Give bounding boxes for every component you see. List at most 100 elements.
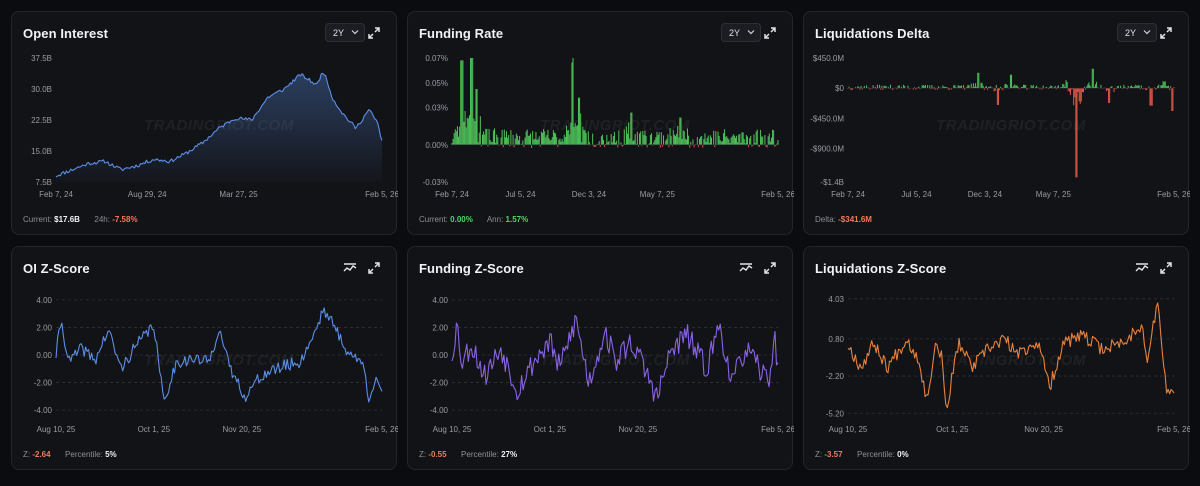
x-tick-label: May 7, 25 — [640, 190, 676, 199]
current-value: $17.6B — [54, 215, 80, 224]
ann-label: Ann: — [486, 215, 504, 224]
y-tick-label: 0.05% — [425, 79, 448, 88]
funding-rate-panel: Funding Rate 2Y -0.03% 0.00% 0.03% 0.05% 0.0… — [407, 11, 794, 235]
y-tick-label: 22.5B — [31, 116, 52, 125]
panel-title: Funding Z-Score — [419, 261, 524, 276]
z-label: Z: — [23, 450, 31, 459]
y-tick-label: -$900.0M — [810, 144, 844, 153]
y-tick-label: 4.00 — [36, 296, 52, 305]
y-tick-label: 0.00 — [432, 351, 448, 360]
change-value: -7.58% — [112, 215, 138, 224]
chart-style-icon[interactable] — [1135, 261, 1149, 275]
series-line — [847, 302, 1175, 409]
delta-value: -$341.6M — [838, 215, 872, 224]
range-select[interactable]: 2Y — [325, 23, 365, 42]
panel-title: Funding Rate — [419, 26, 504, 41]
liquidations-zscore-panel: Liquidations Z-Score -5.20 -2.20 0.80 4.03 A… — [803, 246, 1190, 470]
oi-zscore-chart: -4.00 -2.00 0.00 2.00 4.00 Aug 10, 25 Oct 1, 2… — [34, 296, 398, 434]
y-tick-label: 2.00 — [432, 323, 448, 332]
x-tick-label: Dec 3, 24 — [572, 190, 607, 199]
percentile-label: Percentile: — [857, 450, 895, 459]
panel-footer: Current: 0.00% Ann: 1.57% — [419, 215, 528, 224]
expand-icon[interactable] — [763, 261, 777, 275]
panel-title: Open Interest — [23, 26, 109, 41]
chart-style-icon[interactable] — [343, 261, 357, 275]
watermark: TRADINGRIOT.COM — [936, 352, 1086, 369]
x-tick-label: Feb 7, 24 — [39, 190, 73, 199]
expand-icon[interactable] — [367, 261, 381, 275]
panel-footer: Z: -0.55 Percentile: 27% — [419, 450, 517, 459]
x-tick-label: Aug 29, 24 — [128, 190, 167, 199]
change-label: 24h: — [94, 215, 110, 224]
ann-value: 1.57% — [505, 215, 529, 224]
x-tick-label: Feb 5, 26 — [1157, 425, 1190, 434]
series-line — [55, 307, 383, 403]
current-label: Current: — [23, 215, 52, 224]
y-tick-label: -4.00 — [430, 406, 449, 415]
y-tick-label: -2.00 — [34, 379, 53, 388]
panel-footer: Delta: -$341.6M — [815, 215, 872, 224]
x-tick-label: Jul 5, 24 — [505, 190, 536, 199]
z-label: Z: — [815, 450, 823, 459]
y-tick-label: $0 — [835, 84, 844, 93]
panel-title: Liquidations Delta — [815, 26, 930, 41]
funding-rate-chart: -0.03% 0.00% 0.03% 0.05% 0.07% Feb 7, 24 Jul 5… — [423, 54, 794, 199]
x-tick-label: Jul 5, 24 — [901, 190, 932, 199]
x-tick-label: Feb 7, 24 — [831, 190, 865, 199]
range-select[interactable]: 2Y — [721, 23, 761, 42]
percentile-value: 5% — [105, 450, 117, 459]
expand-icon[interactable] — [1159, 261, 1173, 275]
x-tick-label: Dec 3, 24 — [968, 190, 1003, 199]
y-tick-label: -2.20 — [826, 372, 845, 381]
percentile-label: Percentile: — [65, 450, 103, 459]
open-interest-chart: 7.5B 15.0B 22.5B 30.0B 37.5B Feb 7, 24 Aug 29,… — [31, 54, 398, 199]
x-tick-label: Aug 10, 25 — [829, 425, 868, 434]
chart-style-icon[interactable] — [739, 261, 753, 275]
x-tick-label: Aug 10, 25 — [37, 425, 76, 434]
watermark: TRADINGRIOT.COM — [540, 117, 690, 134]
x-tick-label: Mar 27, 25 — [219, 190, 258, 199]
x-tick-label: Oct 1, 25 — [936, 425, 969, 434]
z-value: -0.55 — [428, 450, 447, 459]
series-line — [451, 314, 779, 402]
y-tick-label: -2.00 — [430, 379, 449, 388]
liquidations-delta-chart: -$1.4B -$900.0M -$450.0M $0 $450.0M Feb 7, 24… — [810, 54, 1190, 199]
y-tick-label: 0.00 — [36, 351, 52, 360]
range-select[interactable]: 2Y — [1117, 23, 1157, 42]
y-tick-label: -0.03% — [423, 178, 448, 187]
y-tick-label: 0.00% — [425, 141, 448, 150]
x-tick-label: Feb 5, 26 — [365, 190, 398, 199]
open-interest-panel: Open Interest 2Y 7.5B 15.0B 22.5B 30.0B 37.5… — [11, 11, 398, 235]
panel-footer: Z: -2.64 Percentile: 5% — [23, 450, 117, 459]
y-tick-label: 15.0B — [31, 147, 52, 156]
panel-footer: Current: $17.6B 24h: -7.58% — [23, 215, 138, 224]
y-tick-label: -$1.4B — [820, 178, 844, 187]
z-value: -2.64 — [32, 450, 51, 459]
y-tick-label: -$450.0M — [810, 114, 844, 123]
oi-zscore-panel: OI Z-Score -4.00 -2.00 0.00 2.00 4.00 Aug 10,… — [11, 246, 398, 470]
x-tick-label: May 7, 25 — [1036, 190, 1072, 199]
expand-icon[interactable] — [367, 26, 381, 40]
x-tick-label: Aug 10, 25 — [433, 425, 472, 434]
range-select-value: 2Y — [1125, 27, 1137, 38]
expand-icon[interactable] — [1159, 26, 1173, 40]
x-tick-label: Nov 20, 25 — [222, 425, 261, 434]
x-tick-label: Nov 20, 25 — [1024, 425, 1063, 434]
x-tick-label: Oct 1, 25 — [138, 425, 171, 434]
x-tick-label: Nov 20, 25 — [618, 425, 657, 434]
y-tick-label: $450.0M — [813, 54, 844, 63]
liquidations-delta-panel: Liquidations Delta 2Y -$1.4B -$900.0M -$45… — [803, 11, 1190, 235]
y-tick-label: 0.80 — [828, 335, 844, 344]
x-tick-label: Feb 7, 24 — [435, 190, 469, 199]
liquidations-zscore-chart: -5.20 -2.20 0.80 4.03 Aug 10, 25 Oct 1, 25 Nov… — [826, 295, 1190, 434]
x-tick-label: Feb 5, 26 — [365, 425, 398, 434]
y-tick-label: 37.5B — [31, 54, 52, 63]
y-tick-label: 30.0B — [31, 85, 52, 94]
chevron-down-icon — [1143, 30, 1151, 35]
expand-icon[interactable] — [763, 26, 777, 40]
funding-zscore-panel: Funding Z-Score -4.00 -2.00 0.00 2.00 4.00 Au… — [407, 246, 794, 470]
percentile-value: 27% — [501, 450, 518, 459]
chevron-down-icon — [747, 30, 755, 35]
percentile-label: Percentile: — [461, 450, 499, 459]
z-label: Z: — [419, 450, 427, 459]
